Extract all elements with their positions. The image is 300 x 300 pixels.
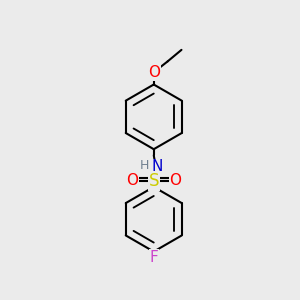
- Text: N: N: [151, 159, 163, 174]
- Text: O: O: [148, 65, 160, 80]
- Text: O: O: [126, 173, 138, 188]
- Text: F: F: [149, 250, 158, 265]
- Text: S: S: [148, 172, 159, 190]
- Text: H: H: [140, 159, 149, 172]
- Text: O: O: [169, 173, 181, 188]
